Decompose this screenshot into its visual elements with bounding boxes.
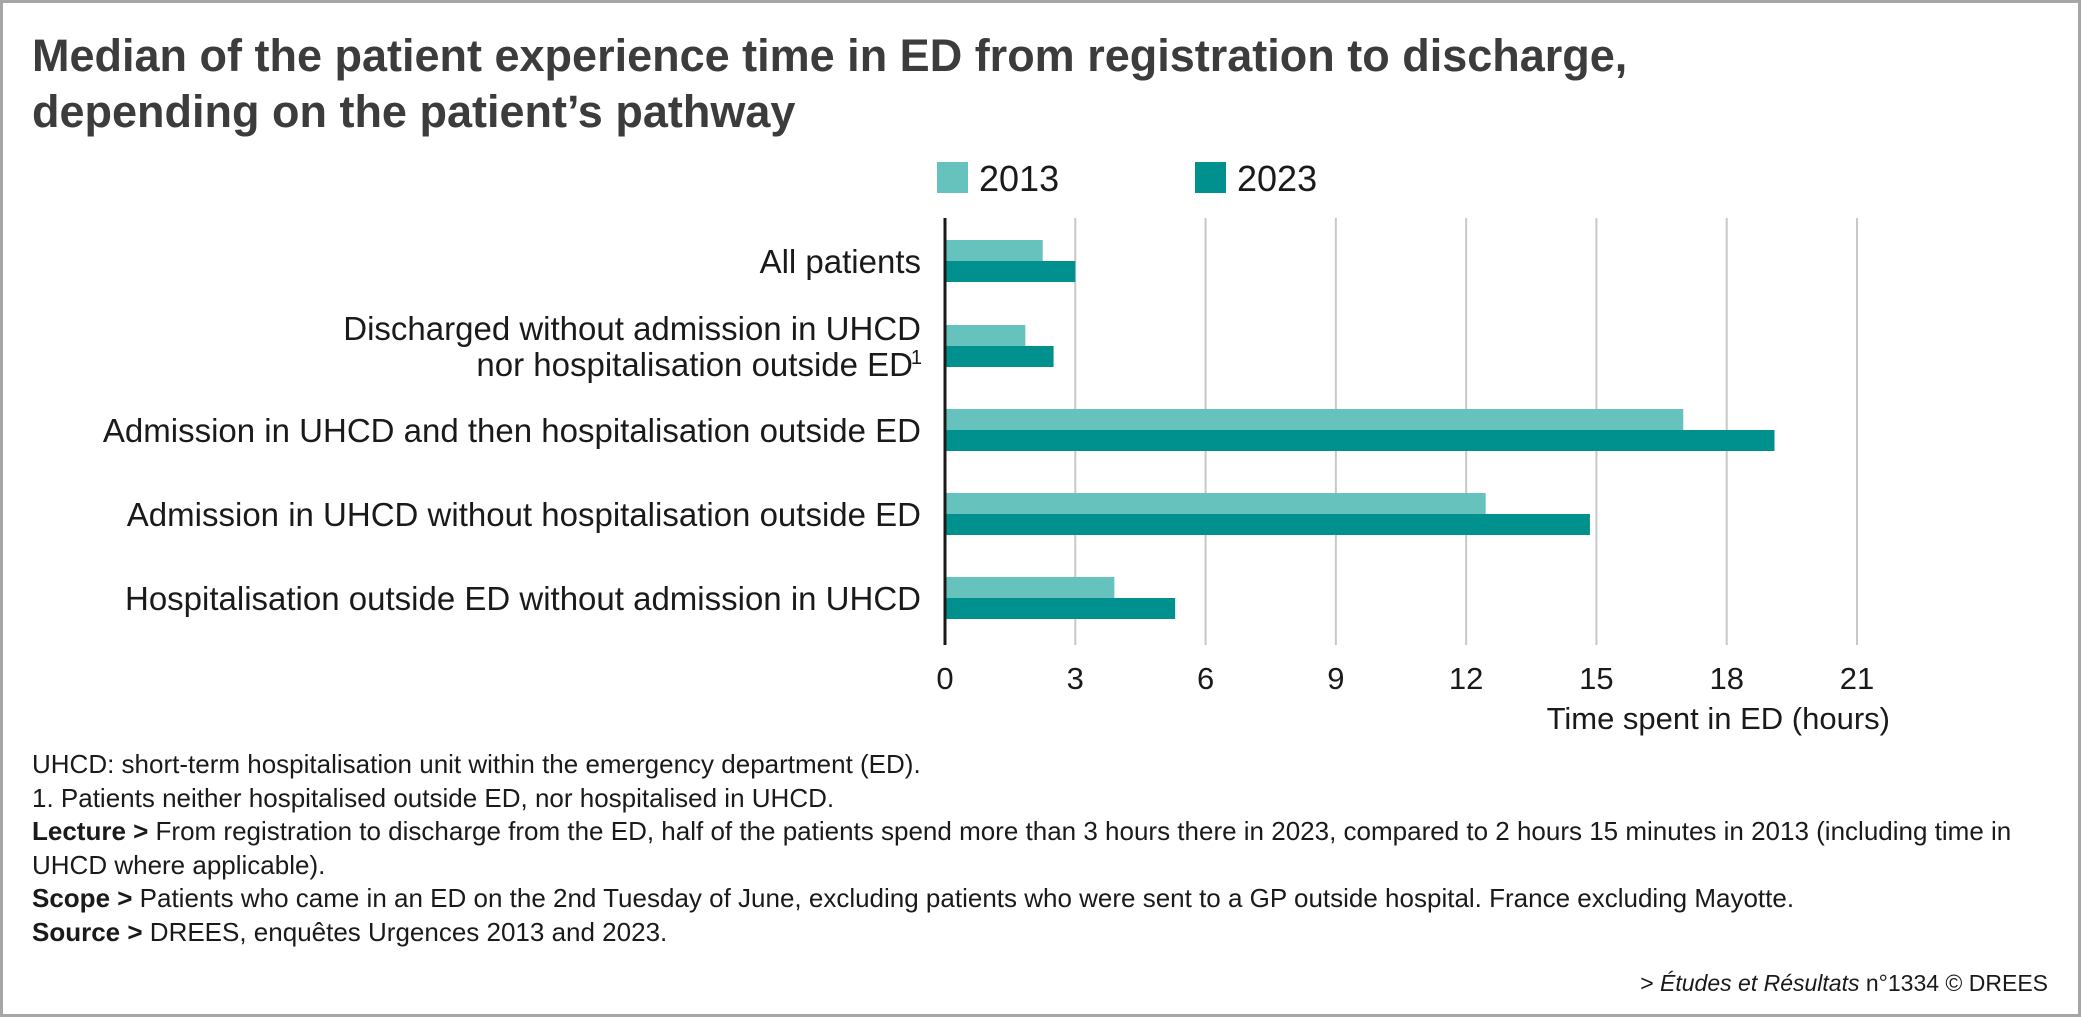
scope-text: Patients who came in an ED on the 2nd Tu… — [132, 883, 1795, 913]
footnote-marker: 1 — [911, 347, 922, 369]
x-tick-label-6: 6 — [1197, 661, 1214, 696]
y-category-label-1-1: nor hospitalisation outside ED — [476, 346, 913, 383]
legend-label-2023: 2023 — [1237, 158, 1317, 199]
lecture-label: Lecture > — [32, 816, 149, 846]
bar-chart: 2013 2023 0 3 6 9 12 15 18 21 All patients Discha… — [103, 158, 1890, 736]
publication-credit: > Études et Résultats n°1334 © DREES — [1640, 970, 2048, 997]
credit-prefix: > — [1640, 970, 1661, 996]
note-lecture: Lecture > From registration to discharge… — [32, 815, 2052, 882]
credit-publication: Études et Résultats — [1660, 970, 1860, 996]
chart-notes: UHCD: short-term hospitalisation unit wi… — [32, 748, 2052, 949]
legend-label-2013: 2013 — [979, 158, 1059, 199]
y-category-label-2-0: Admission in UHCD and then hospitalisati… — [103, 412, 921, 449]
bar-2013-0 — [945, 240, 1043, 261]
note-source: Source > DREES, enquêtes Urgences 2013 a… — [32, 916, 2052, 950]
x-tick-label-21: 21 — [1840, 661, 1874, 696]
bar-2023-4 — [945, 598, 1176, 619]
x-tick-label-12: 12 — [1449, 661, 1483, 696]
y-axis-labels: All patients Discharged without admission… — [103, 243, 922, 617]
bar-2013-2 — [945, 409, 1684, 430]
bar-2013-3 — [945, 493, 1486, 514]
credit-suffix: n°1334 © DREES — [1859, 970, 2048, 996]
chart-title-line-2: depending on the patient’s pathway — [32, 86, 796, 137]
bar-2023-2 — [945, 430, 1775, 451]
bar-2023-1 — [945, 346, 1054, 367]
note-footnote-1: 1. Patients neither hospitalised outside… — [32, 782, 835, 813]
chart-legend: 2013 2023 — [937, 158, 1317, 199]
x-tick-label-18: 18 — [1709, 661, 1743, 696]
bar-2023-0 — [945, 261, 1076, 282]
lecture-text: From registration to discharge from the … — [32, 816, 2012, 880]
y-category-label-0-0: All patients — [760, 243, 921, 280]
bar-2023-3 — [945, 514, 1590, 535]
bar-2013-4 — [945, 577, 1115, 598]
x-axis-ticks: 0 3 6 9 12 15 18 21 — [936, 661, 1874, 696]
y-category-label-3-0: Admission in UHCD without hospitalisatio… — [127, 496, 921, 533]
chart-bars — [945, 240, 1775, 619]
x-tick-label-3: 3 — [1067, 661, 1084, 696]
y-category-label-1-0: Discharged without admission in UHCD — [343, 310, 921, 347]
bar-2013-1 — [945, 325, 1026, 346]
x-tick-label-0: 0 — [936, 661, 953, 696]
chart-title: Median of the patient experience time in… — [32, 28, 1932, 140]
x-tick-label-9: 9 — [1327, 661, 1344, 696]
x-tick-label-15: 15 — [1579, 661, 1613, 696]
chart-title-line-1: Median of the patient experience time in… — [32, 30, 1628, 81]
legend-swatch-2023 — [1195, 162, 1226, 193]
note-scope: Scope > Patients who came in an ED on th… — [32, 882, 2052, 916]
source-label: Source > — [32, 916, 143, 947]
note-uhcd: UHCD: short-term hospitalisation unit wi… — [32, 749, 921, 779]
legend-swatch-2013 — [937, 162, 968, 193]
scope-label: Scope > — [32, 883, 133, 913]
source-text: DREES, enquêtes Urgences 2013 and 2023. — [142, 916, 668, 947]
x-axis-label: Time spent in ED (hours) — [1547, 701, 1890, 736]
y-category-label-4-0: Hospitalisation outside ED without admis… — [125, 580, 921, 617]
